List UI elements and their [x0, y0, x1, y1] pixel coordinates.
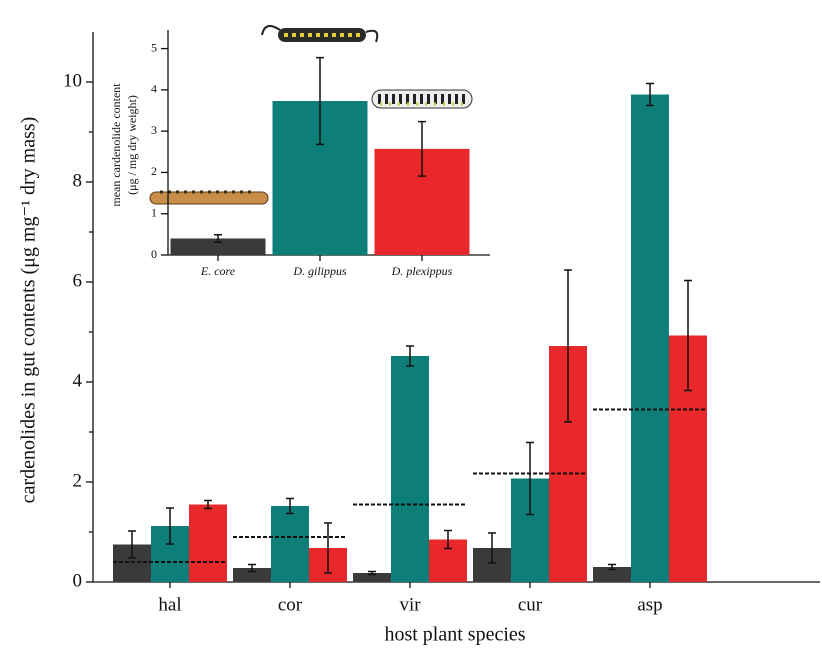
error-bar	[324, 522, 332, 574]
bar	[271, 506, 309, 582]
error-bar	[204, 499, 212, 510]
error-bar	[488, 532, 496, 564]
bar	[631, 94, 669, 582]
bar	[170, 238, 266, 255]
x-tick-label: cur	[518, 594, 543, 615]
error-bar	[128, 530, 136, 559]
inset-y-label: (μg / mg dry weight)	[125, 95, 139, 195]
caterpillar-e-core	[149, 190, 269, 205]
y-tick-label: 1	[151, 205, 157, 219]
x-tick-label: D. gilippus	[292, 264, 347, 278]
y-tick-label: 2	[73, 470, 83, 491]
x-tick-label: D. plexippus	[391, 264, 453, 278]
y-tick-label: 5	[151, 40, 157, 54]
x-tick-label: cor	[278, 594, 303, 615]
bar	[233, 568, 271, 582]
error-bar	[166, 507, 174, 545]
error-bar	[316, 56, 324, 146]
inset-y-label: mean cardenolide content	[109, 83, 123, 207]
bar	[189, 504, 227, 582]
y-tick-label: 10	[63, 70, 82, 91]
error-bar	[286, 497, 294, 515]
y-tick-label: 2	[151, 164, 157, 178]
error-bar	[406, 345, 414, 367]
caterpillar-d-gilippus	[261, 25, 379, 43]
error-bar	[564, 269, 572, 423]
y-axis-label: cardenolides in gut contents (μg mg⁻¹ dr…	[18, 117, 40, 504]
x-tick-label: asp	[637, 594, 662, 615]
error-bar	[248, 563, 256, 573]
error-bar	[214, 234, 222, 243]
bar	[353, 573, 391, 582]
y-tick-label: 4	[151, 82, 157, 96]
y-tick-label: 6	[73, 270, 83, 291]
error-bar	[646, 82, 654, 107]
y-tick-label: 3	[151, 123, 157, 137]
caterpillar-d-plexippus	[371, 89, 473, 109]
x-axis-label: host plant species	[384, 624, 525, 646]
y-tick-label: 0	[151, 247, 157, 261]
error-bar	[444, 529, 452, 550]
error-bar	[418, 120, 426, 177]
error-bar	[684, 279, 692, 392]
bar	[593, 567, 631, 582]
error-bar	[368, 570, 376, 576]
error-bar	[608, 563, 616, 571]
y-tick-label: 4	[73, 370, 83, 391]
y-tick-label: 8	[73, 170, 83, 191]
x-tick-label: vir	[399, 594, 421, 615]
plot-area: 0 2 4 6 8 10 hal cor vir cur asp 0 1 2 3 4 5 E. core D. gi…	[63, 30, 820, 615]
bar	[391, 356, 429, 582]
x-tick-label: hal	[158, 594, 181, 615]
error-bar	[526, 441, 534, 516]
x-tick-label: E. core	[200, 264, 236, 278]
y-tick-label: 0	[73, 570, 83, 591]
